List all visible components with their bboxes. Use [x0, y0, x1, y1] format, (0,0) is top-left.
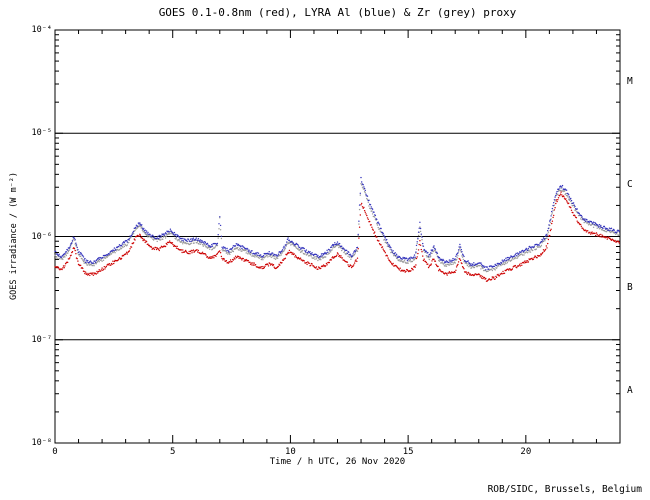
x-tick-label: 0 [52, 447, 58, 457]
y-tick-label: 10⁻⁶ [31, 231, 52, 242]
y-tick-label: 10⁻⁷ [31, 334, 52, 345]
y-tick-label: 10⁻⁵ [31, 128, 52, 139]
x-axis-label: Time / h UTC, 26 Nov 2020 [269, 457, 406, 467]
series-points-0 [54, 191, 620, 282]
series-points-1 [54, 176, 620, 271]
flare-class-label: M [627, 75, 633, 87]
x-tick-label: 20 [520, 447, 532, 457]
flare-class-label: A [627, 385, 633, 397]
chart-title: GOES 0.1-0.8nm (red), LYRA Al (blue) & Z… [158, 6, 517, 19]
flare-class-label: C [627, 178, 633, 190]
y-tick-label: 10⁻⁸ [31, 438, 52, 448]
credit-text: ROB/SIDC, Brussels, Belgium [487, 484, 642, 495]
x-tick-label: 15 [402, 447, 414, 457]
flare-class-label: B [627, 282, 633, 294]
series-points-2 [54, 183, 620, 273]
x-tick-label: 10 [284, 447, 296, 457]
y-tick-label: 10⁻⁴ [31, 25, 52, 35]
x-tick-label: 5 [169, 447, 176, 457]
